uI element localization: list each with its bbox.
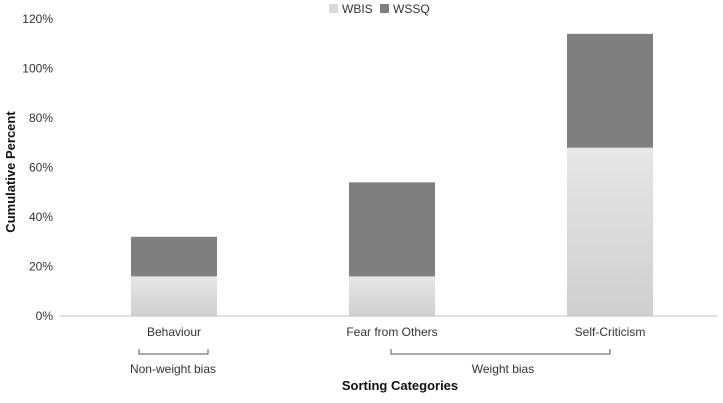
legend-label-wbis: WBIS <box>342 2 373 16</box>
legend-swatch-wssq <box>380 4 389 13</box>
y-tick-label: 80% <box>29 111 53 125</box>
group-label-weight-bias: Weight bias <box>472 362 534 376</box>
legend-swatch-wbis <box>329 4 338 13</box>
y-tick-label: 40% <box>29 210 53 224</box>
x-axis-ticks: Behaviour Fear from Others Self-Criticism <box>147 325 645 339</box>
bar-wbis-fear-from-others <box>349 276 435 316</box>
group-bracket-non-weight-bias: Non-weight bias <box>130 349 216 376</box>
y-axis-ticks: 0% 20% 40% 60% 80% 100% 120% <box>22 12 53 323</box>
bar-wssq-self-criticism <box>567 33 653 148</box>
x-tick-label: Behaviour <box>147 325 201 339</box>
bar-wssq-behaviour <box>131 236 217 277</box>
y-tick-label: 100% <box>22 62 53 76</box>
legend: WBIS WSSQ <box>329 2 430 16</box>
bar-wbis-behaviour <box>131 276 217 316</box>
x-tick-label: Fear from Others <box>346 325 437 339</box>
group-label-non-weight-bias: Non-weight bias <box>130 362 216 376</box>
x-tick-label: Self-Criticism <box>575 325 646 339</box>
y-tick-label: 120% <box>22 12 53 26</box>
y-tick-label: 0% <box>36 309 54 323</box>
x-axis-title: Sorting Categories <box>342 378 458 393</box>
group-bracket-weight-bias: Weight bias <box>390 349 611 376</box>
legend-label-wssq: WSSQ <box>393 2 430 16</box>
y-tick-label: 60% <box>29 161 53 175</box>
bar-wssq-fear-from-others <box>349 182 435 277</box>
y-tick-label: 20% <box>29 260 53 274</box>
bar-wbis-self-criticism <box>567 147 653 316</box>
y-axis-title: Cumulative Percent <box>3 111 18 233</box>
bars <box>131 33 653 316</box>
